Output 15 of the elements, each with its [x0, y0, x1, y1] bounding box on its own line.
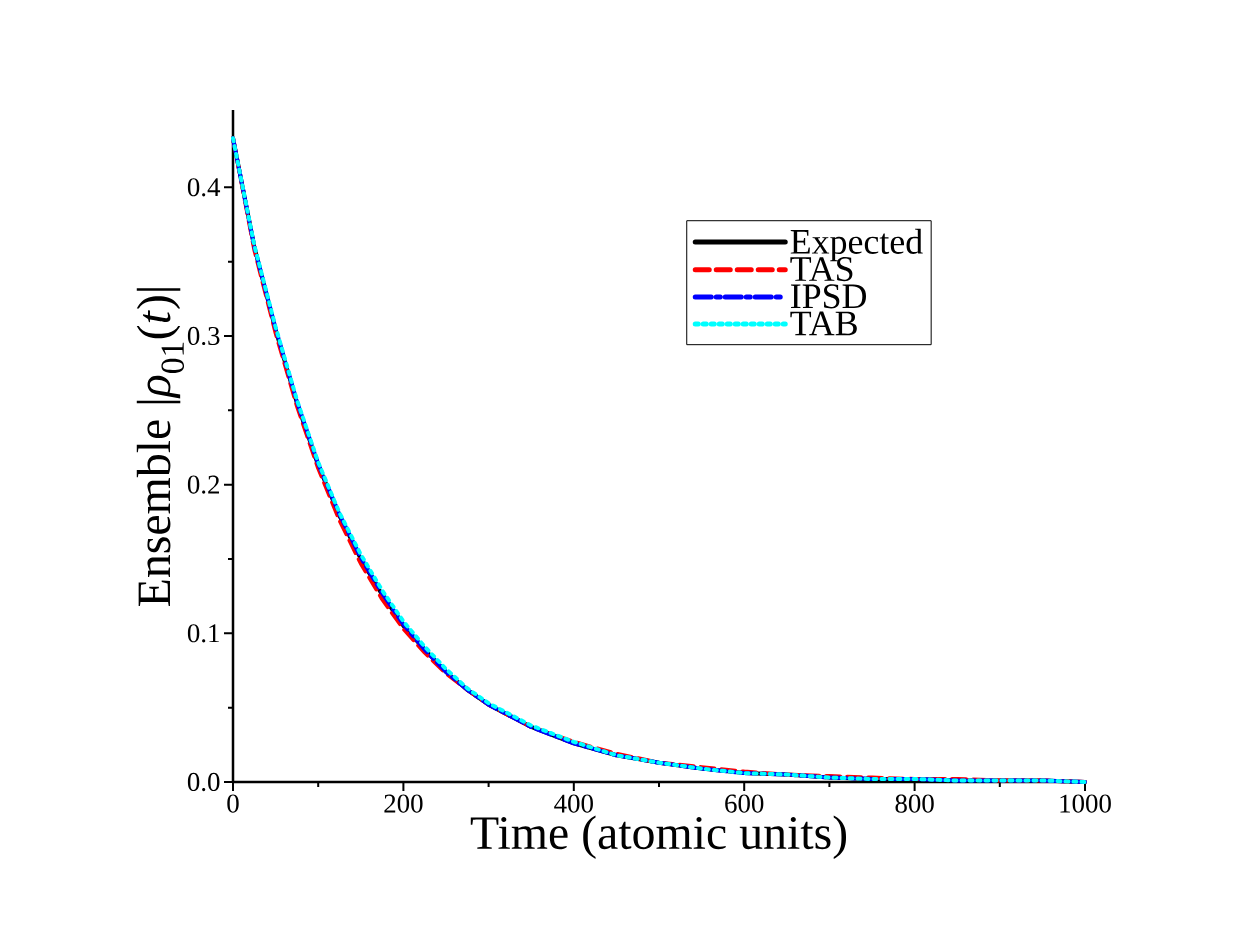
y-tick-label: 0.0 — [187, 772, 220, 792]
x-axis-title: Time (atomic units) — [470, 815, 847, 859]
y-tick-label: 0.1 — [187, 624, 219, 643]
x-tick-label: 600 — [725, 794, 764, 813]
x-tick-label: 1000 — [1060, 794, 1111, 813]
y-tick-label: 0.3 — [187, 326, 220, 346]
x-tick-label: 200 — [384, 794, 423, 813]
legend-label: IPSD — [791, 284, 867, 309]
x-tick-label: 0 — [227, 794, 239, 813]
y-tick-label: 0.2 — [187, 475, 219, 494]
x-tick-label: 800 — [895, 794, 934, 813]
x-tick-label: 400 — [554, 794, 593, 813]
y-tick-label: 0.4 — [187, 178, 221, 197]
legend-label: TAB — [790, 311, 857, 336]
y-axis-title: Ensemble |ρ$_{01}$(t)| — [136, 288, 185, 606]
